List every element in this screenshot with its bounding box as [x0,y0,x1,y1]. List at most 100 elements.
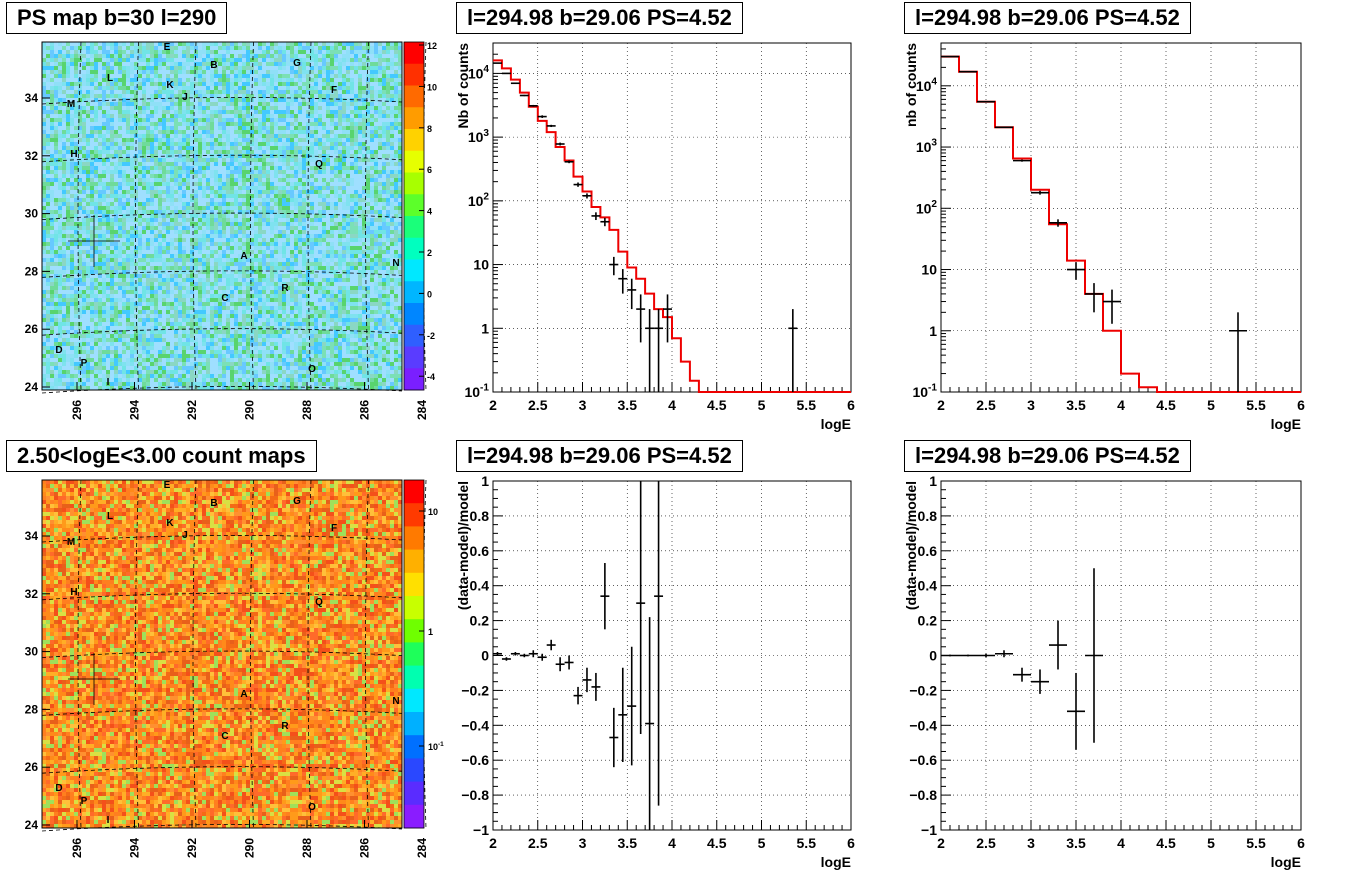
map1-pixel [306,118,310,122]
map1-pixel [338,130,342,134]
map1-pixel [98,138,102,142]
map1-pixel [226,62,230,66]
map1-pixel [46,146,50,150]
map1-pixel [106,90,110,94]
map1-pixel [274,78,278,82]
map1-pixel [238,102,242,106]
map1-pixel [386,146,390,150]
map1-pixel [134,174,138,178]
map1-pixel [366,74,370,78]
map1-pixel [330,142,334,146]
map1-pixel [70,42,74,46]
map1-pixel [334,158,338,162]
map1-pixel [354,174,358,178]
map1-pixel [378,42,382,46]
map1-pixel [78,90,82,94]
map1-pixel [90,66,94,70]
map1-pixel [210,102,214,106]
map1-pixel [106,46,110,50]
map1-pixel [50,178,54,182]
map1-pixel [170,146,174,150]
map1-pixel [310,114,314,118]
map1-pixel [42,130,46,134]
map1-pixel [50,150,54,154]
map1-pixel [350,70,354,74]
map1-pixel [282,170,286,174]
map1-pixel [54,74,58,78]
map1-pixel [198,154,202,158]
map1-pixel [306,58,310,62]
map1-pixel [186,62,190,66]
map1-pixel [126,90,130,94]
map1-pixel [46,42,50,46]
map1-pixel [270,74,274,78]
map1-pixel [226,118,230,122]
map1-pixel [274,122,278,126]
map1-pixel [94,46,98,50]
map1-pixel [346,146,350,150]
map1-pixel [302,102,306,106]
map1-pixel [262,82,266,86]
map1-pixel [114,90,118,94]
map1-pixel [118,70,122,74]
map1-pixel [218,178,222,182]
map1-pixel [394,126,398,130]
map1-pixel [298,134,302,138]
map1-pixel [342,142,346,146]
map1-pixel [262,86,266,90]
map1-pixel [166,66,170,70]
map1-pixel [322,54,326,58]
map1-pixel [226,138,230,142]
map1-pixel [226,162,230,166]
map1-pixel [362,122,366,126]
map1-pixel [282,142,286,146]
map1-pixel [58,86,62,90]
map1-pixel [122,138,126,142]
map1-pixel [302,170,306,174]
map1-pixel [90,134,94,138]
map1-pixel [354,150,358,154]
map1-pixel [230,174,234,178]
map1-pixel [162,134,166,138]
map1-pixel [126,142,130,146]
map1-pixel [110,134,114,138]
map1-pixel [242,98,246,102]
map1-pixel [226,66,230,70]
map1-pixel [346,158,350,162]
map1-pixel [142,106,146,110]
map1-pixel [318,46,322,50]
map1-pixel [130,46,134,50]
map1-pixel [54,70,58,74]
map1-pixel [254,82,258,86]
map1-pixel [238,122,242,126]
map1-pixel [74,182,78,186]
map1-pixel [66,134,70,138]
map1-pixel [386,150,390,154]
map1-pixel [110,162,114,166]
map1-pixel [382,50,386,54]
map1-pixel [102,50,106,54]
map1-pixel [178,162,182,166]
map1-pixel [266,126,270,130]
map1-pixel [126,178,130,182]
map1-pixel [374,170,378,174]
map1-pixel [230,50,234,54]
map1-pixel [210,114,214,118]
map1-pixel [174,70,178,74]
map1-pixel [122,166,126,170]
map1-pixel [334,154,338,158]
map1-pixel [230,126,234,130]
map1-pixel [382,118,386,122]
map1-pixel [130,162,134,166]
map1-pixel [378,130,382,134]
map1-pixel [42,182,46,186]
map1-pixel [214,166,218,170]
map1-pixel [70,94,74,98]
map1-pixel [154,134,158,138]
map1-pixel [270,98,274,102]
map1-pixel [118,170,122,174]
map1-pixel [310,70,314,74]
map1-pixel [198,102,202,106]
map1-pixel [110,166,114,170]
map1-pixel [218,166,222,170]
